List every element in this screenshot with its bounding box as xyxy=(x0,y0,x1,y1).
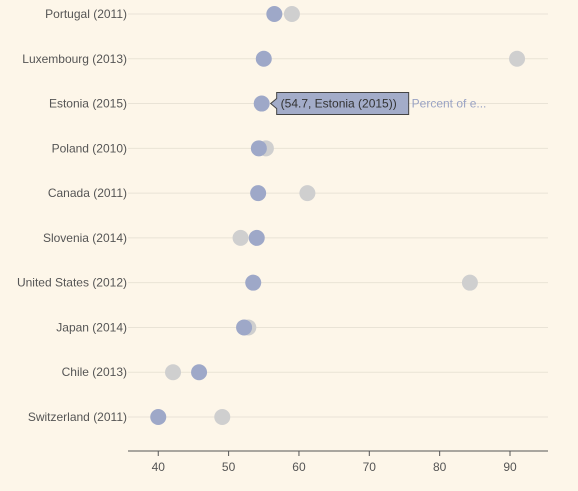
primary-series-point[interactable] xyxy=(250,185,267,202)
category-label: Estonia (2015) xyxy=(49,97,127,111)
gridlines xyxy=(128,13,548,418)
primary-series-point[interactable] xyxy=(236,319,253,336)
primary-series-point[interactable] xyxy=(266,6,283,22)
x-tick-label: 90 xyxy=(503,460,517,474)
secondary-series-point[interactable] xyxy=(214,409,231,426)
category-label: Poland (2010) xyxy=(52,141,127,155)
primary-series-point[interactable] xyxy=(191,364,208,381)
secondary-series-point[interactable] xyxy=(299,185,316,202)
x-tick-label: 40 xyxy=(152,460,166,474)
x-tick-label: 70 xyxy=(363,460,377,474)
category-label: Luxembourg (2013) xyxy=(22,52,127,66)
primary-series-point[interactable] xyxy=(255,50,272,67)
series-name-label: Percent of e... xyxy=(412,97,487,111)
tooltip-text: (54.7, Estonia (2015)) xyxy=(281,97,397,111)
primary-series-point[interactable] xyxy=(248,229,265,246)
secondary-series-point[interactable] xyxy=(461,274,478,291)
primary-series-point[interactable] xyxy=(253,95,270,112)
secondary-series-point[interactable] xyxy=(232,229,249,246)
x-axis-ticks: 40 50 60 70 80 90 xyxy=(152,451,517,474)
category-label: Japan (2014) xyxy=(56,320,127,334)
primary-series-point[interactable] xyxy=(250,140,267,157)
x-tick-label: 50 xyxy=(222,460,236,474)
secondary-series-point[interactable] xyxy=(283,6,300,22)
x-tick-label: 80 xyxy=(433,460,447,474)
x-tick-label: 60 xyxy=(292,460,306,474)
tooltip: (54.7, Estonia (2015)) Percent of e... xyxy=(269,92,487,116)
secondary-series-point[interactable] xyxy=(165,364,182,381)
category-label: Switzerland (2011) xyxy=(28,410,127,424)
category-labels: Portugal (2011) Luxembourg (2013) Estonia … xyxy=(17,7,127,424)
category-label: Canada (2011) xyxy=(48,186,127,200)
category-label: Slovenia (2014) xyxy=(43,231,127,245)
category-label: Portugal (2011) xyxy=(45,7,127,21)
tooltip-box xyxy=(269,92,410,116)
primary-series-point[interactable] xyxy=(245,274,262,291)
secondary-series-point[interactable] xyxy=(509,50,526,67)
category-label: United States (2012) xyxy=(17,276,127,290)
category-label: Chile (2013) xyxy=(62,365,127,379)
primary-series-point[interactable] xyxy=(150,409,167,426)
data-points xyxy=(150,6,526,426)
